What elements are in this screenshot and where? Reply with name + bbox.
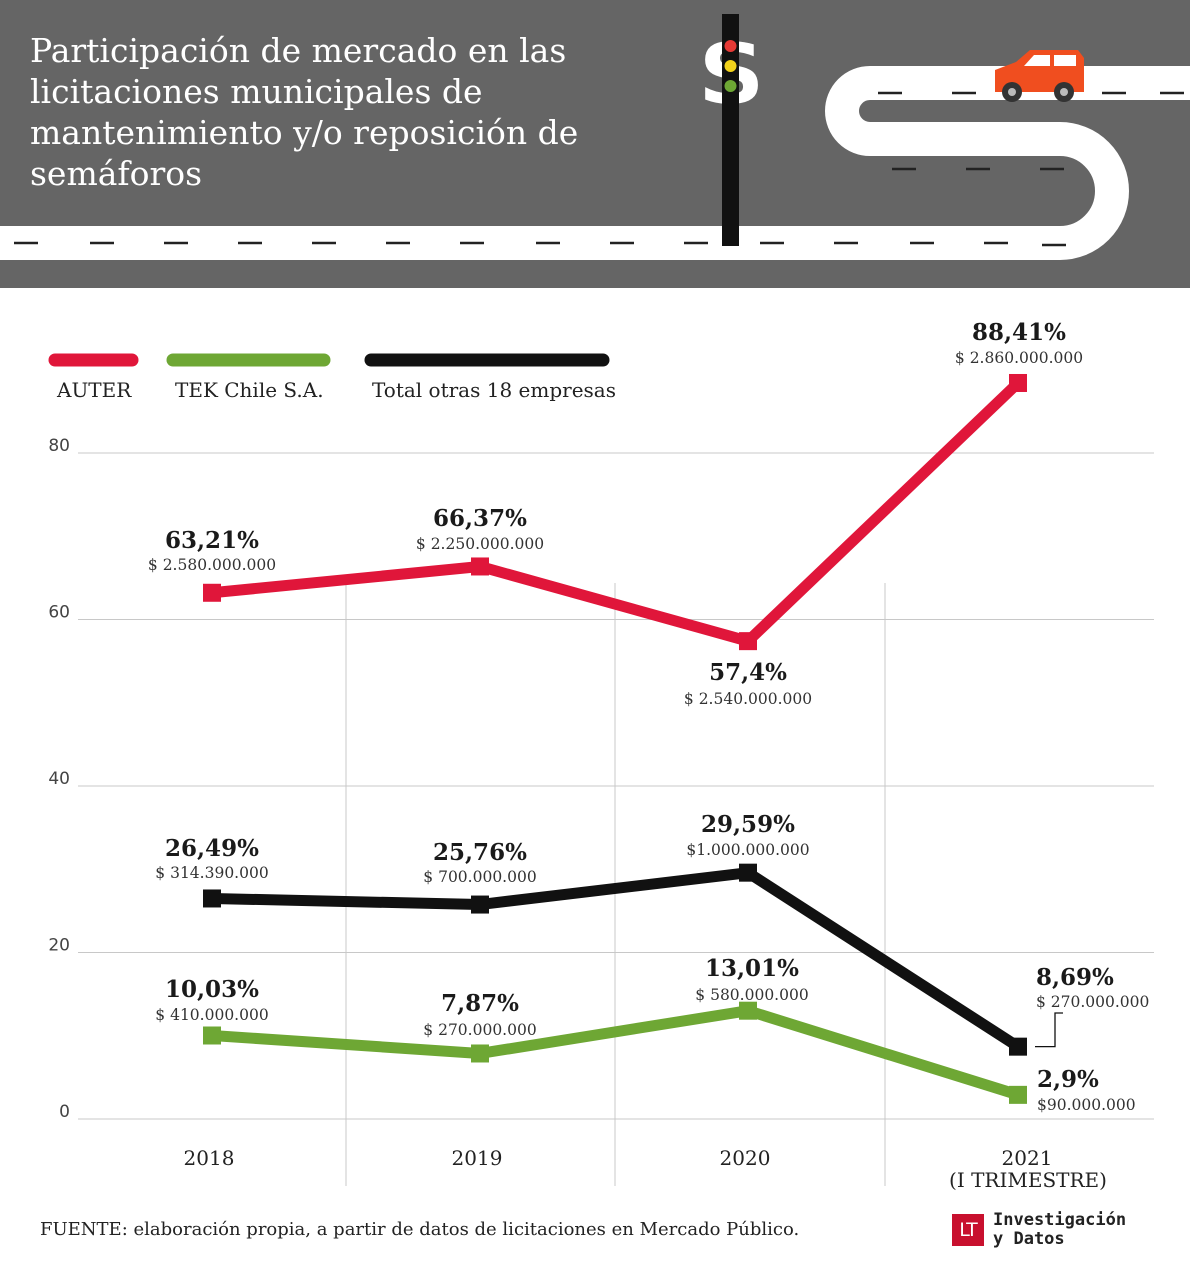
series-line-auter <box>211 379 1022 647</box>
grid <box>78 452 1154 1186</box>
brand-line-1: Investigación <box>993 1210 1127 1230</box>
label-connector <box>1035 1012 1063 1048</box>
data-label-otras: 25,76% <box>433 839 527 866</box>
y-tick-label: 40 <box>48 769 70 789</box>
data-label-auter: 63,21% <box>165 527 259 554</box>
legend-label: TEK Chile S.A. <box>175 378 324 402</box>
amount-label-tek: $ 270.000.000 <box>423 1021 536 1039</box>
series-line-tek <box>211 1005 1020 1101</box>
data-point-tek <box>739 1001 757 1020</box>
road-dashes <box>14 91 1184 247</box>
data-label-otras: 26,49% <box>165 835 259 862</box>
data-label-auter: 57,4% <box>709 659 787 686</box>
data-point-otras <box>471 895 489 914</box>
data-label-tek: 2,9% <box>1037 1066 1099 1093</box>
traffic-light-icon <box>722 14 739 246</box>
data-label-otras: 8,69% <box>1036 964 1114 991</box>
brand-name: Investigación y Datos <box>993 1211 1126 1249</box>
x-tick-label: 2019 <box>452 1146 503 1170</box>
x-tick-label: 2021 <box>1002 1146 1053 1170</box>
y-tick-label: 80 <box>48 436 70 456</box>
amount-label-auter: $ 2.860.000.000 <box>955 349 1083 367</box>
data-point-otras <box>1009 1037 1027 1056</box>
road <box>0 66 1190 260</box>
data-point-otras <box>203 889 221 908</box>
amount-label-tek: $ 410.000.000 <box>155 1006 268 1024</box>
data-point-auter <box>1009 373 1027 392</box>
data-label-tek: 10,03% <box>165 976 259 1003</box>
brand: LT Investigación y Datos <box>952 1211 1126 1249</box>
header-banner: Participación de mercado en las licitaci… <box>0 0 1190 288</box>
amount-label-tek: $ 580.000.000 <box>695 986 808 1004</box>
line-chart: AUTER TEK Chile S.A. Total otras 18 empres… <box>48 319 1154 1192</box>
car-icon <box>995 50 1084 102</box>
amount-label-otras: $ 314.390.000 <box>155 864 268 882</box>
brand-logo: LT <box>952 1214 984 1246</box>
data-point-otras <box>739 863 757 882</box>
chart-title: Participación de mercado en las licitaci… <box>30 31 579 193</box>
y-tick-label: 0 <box>59 1102 70 1122</box>
road-illustration: $ <box>0 14 1190 260</box>
data-point-tek <box>471 1044 489 1063</box>
amount-label-otras: $ 700.000.000 <box>423 868 536 886</box>
x-tick-label: 2020 <box>720 1146 771 1170</box>
axes: 0 20 40 60 80 2018 2019 2020 2021(I TRIMESTRE) <box>48 436 1107 1192</box>
x-tick-label: 2018 <box>184 1146 235 1170</box>
legend-label: AUTER <box>56 378 132 402</box>
data-point-tek <box>203 1026 221 1045</box>
amount-label-auter: $ 2.540.000.000 <box>684 690 812 708</box>
series <box>203 373 1063 1104</box>
data-label-auter: 88,41% <box>972 319 1066 346</box>
legend-label: Total otras 18 empresas <box>372 378 616 402</box>
data-label-otras: 29,59% <box>701 811 795 838</box>
source-note: FUENTE: elaboración propia, a partir de … <box>40 1219 800 1240</box>
y-tick-label: 60 <box>48 603 70 623</box>
data-label-tek: 13,01% <box>705 955 799 982</box>
amount-label-auter: $ 2.250.000.000 <box>416 535 544 553</box>
brand-line-2: y Datos <box>993 1229 1065 1249</box>
x-tick-sublabel: (I TRIMESTRE) <box>949 1168 1107 1192</box>
amount-label-tek: $90.000.000 <box>1037 1096 1136 1114</box>
data-point-tek <box>1009 1085 1027 1104</box>
series-line-otras <box>211 867 1021 1052</box>
data-label-auter: 66,37% <box>433 505 527 532</box>
data-label-tek: 7,87% <box>441 990 519 1017</box>
data-point-auter <box>471 557 489 576</box>
amount-label-otras: $1.000.000.000 <box>686 841 809 859</box>
data-point-auter <box>203 583 221 602</box>
data-point-auter <box>739 632 757 651</box>
amount-label-otras: $ 270.000.000 <box>1036 993 1149 1011</box>
legend: AUTER TEK Chile S.A. Total otras 18 empres… <box>48 353 616 402</box>
y-tick-label: 20 <box>48 936 70 956</box>
amount-label-auter: $ 2.580.000.000 <box>148 556 276 574</box>
data-labels: 63,21% $ 2.580.000.000 66,37% $ 2.250.000.0… <box>148 319 1150 1114</box>
